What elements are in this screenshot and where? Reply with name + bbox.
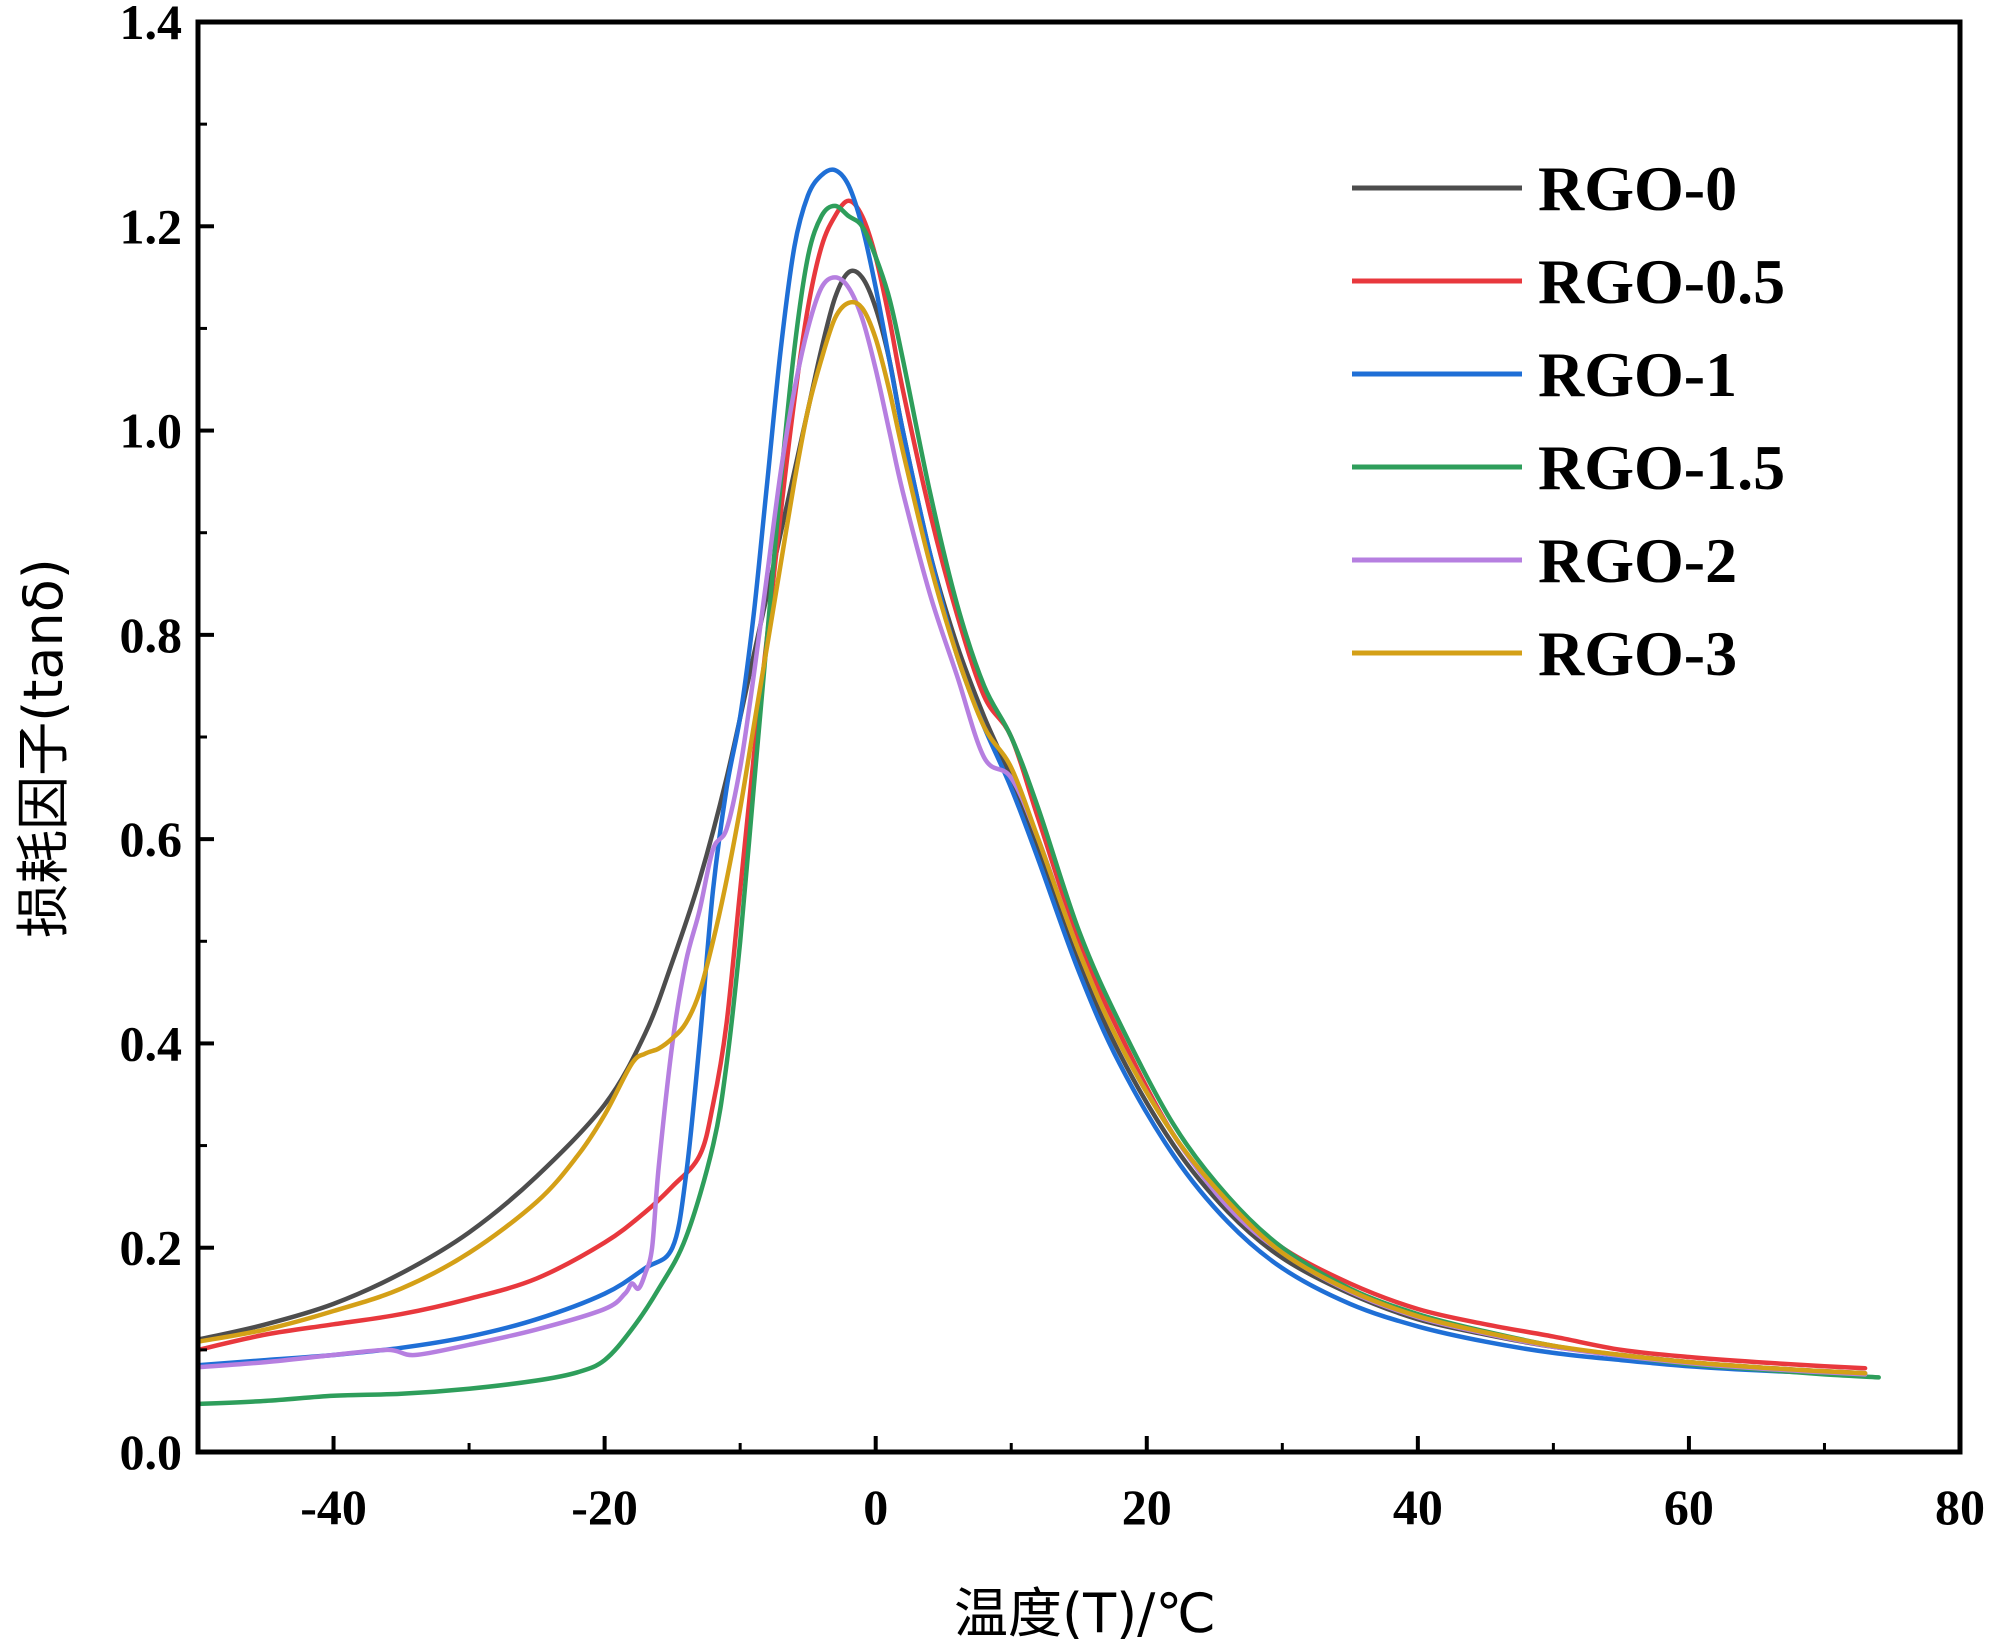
- x-axis-title: 温度(T)/℃: [954, 1582, 1216, 1645]
- y-tick-label: 0.8: [120, 607, 183, 663]
- axis-ticks: [196, 20, 1962, 1454]
- axis-tick-labels: -40 -20 0 20 40 60 80 0.0 0.2 0.4 0.6 0.8 1.0 1.2 1.4: [120, 0, 1986, 1535]
- legend-label: RGO-2: [1538, 525, 1737, 596]
- y-tick-label: 0.2: [120, 1220, 183, 1276]
- y-tick-label: 0.4: [120, 1015, 183, 1071]
- series-layer: [195, 167, 1881, 1407]
- y-tick-label: 0.0: [120, 1424, 183, 1480]
- x-tick-label: -40: [300, 1479, 367, 1535]
- y-tick-label: 0.6: [120, 811, 183, 867]
- x-tick-label: 20: [1122, 1479, 1172, 1535]
- y-axis-title: 损耗因子(tanδ): [12, 558, 75, 938]
- legend-label: RGO-0.5: [1538, 246, 1785, 317]
- x-tick-label: 60: [1664, 1479, 1714, 1535]
- y-tick-label: 1.4: [120, 0, 183, 50]
- y-tick-label: 1.2: [120, 198, 183, 254]
- x-tick-label: 0: [863, 1479, 888, 1535]
- x-tick-label: 80: [1935, 1479, 1985, 1535]
- legend: RGO-0 RGO-0.5 RGO-1 RGO-1.5 RGO-2 RGO-3: [1352, 153, 1785, 689]
- series-line-rgo-3: [195, 299, 1868, 1376]
- x-tick-label: -20: [571, 1479, 638, 1535]
- x-tick-label: 40: [1393, 1479, 1443, 1535]
- legend-label: RGO-1: [1538, 339, 1737, 410]
- legend-label: RGO-1.5: [1538, 432, 1785, 503]
- legend-label: RGO-0: [1538, 153, 1737, 224]
- y-tick-label: 1.0: [120, 403, 183, 459]
- legend-label: RGO-3: [1538, 618, 1737, 689]
